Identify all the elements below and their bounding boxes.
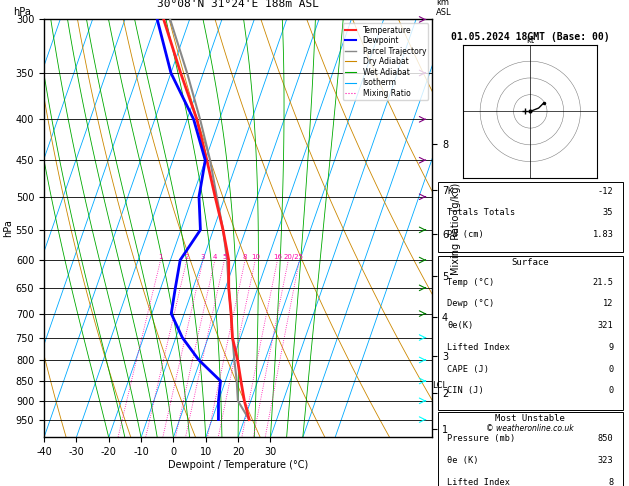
Text: 16: 16: [273, 254, 282, 260]
Text: 321: 321: [598, 321, 613, 330]
Text: 0: 0: [608, 386, 613, 396]
Text: Dewp (°C): Dewp (°C): [447, 299, 494, 309]
Text: hPa: hPa: [13, 7, 31, 17]
Text: Temp (°C): Temp (°C): [447, 278, 494, 287]
Text: 9: 9: [608, 343, 613, 352]
Y-axis label: hPa: hPa: [3, 220, 13, 237]
Text: 3: 3: [201, 254, 205, 260]
Text: 1: 1: [159, 254, 163, 260]
Text: Lifted Index: Lifted Index: [447, 343, 510, 352]
Text: CAPE (J): CAPE (J): [447, 364, 489, 374]
Y-axis label: Mixing Ratio (g/kg): Mixing Ratio (g/kg): [451, 182, 461, 275]
Text: -12: -12: [598, 187, 613, 196]
Text: LCL: LCL: [432, 381, 447, 390]
Text: 12: 12: [603, 299, 613, 309]
Text: Pressure (mb): Pressure (mb): [447, 434, 515, 443]
Text: θe(K): θe(K): [447, 321, 474, 330]
Text: 5: 5: [222, 254, 226, 260]
Text: 8: 8: [608, 478, 613, 486]
Text: PW (cm): PW (cm): [447, 230, 484, 239]
Text: 850: 850: [598, 434, 613, 443]
Text: 35: 35: [603, 208, 613, 217]
Text: K: K: [447, 187, 452, 196]
Text: 1.83: 1.83: [593, 230, 613, 239]
Text: Most Unstable: Most Unstable: [496, 415, 565, 423]
Text: Lifted Index: Lifted Index: [447, 478, 510, 486]
Text: 4: 4: [213, 254, 217, 260]
X-axis label: Dewpoint / Temperature (°C): Dewpoint / Temperature (°C): [168, 460, 308, 470]
Text: CIN (J): CIN (J): [447, 386, 484, 396]
Text: 10: 10: [251, 254, 260, 260]
Text: 0: 0: [608, 364, 613, 374]
Text: 8: 8: [243, 254, 247, 260]
Text: 2: 2: [184, 254, 189, 260]
Title: 30°08'N 31°24'E 188m ASL: 30°08'N 31°24'E 188m ASL: [157, 0, 319, 9]
Text: km
ASL: km ASL: [436, 0, 452, 17]
Text: θe (K): θe (K): [447, 456, 479, 465]
Text: © weatheronline.co.uk: © weatheronline.co.uk: [486, 424, 574, 433]
Text: 21.5: 21.5: [593, 278, 613, 287]
Text: 01.05.2024 18GMT (Base: 00): 01.05.2024 18GMT (Base: 00): [451, 32, 610, 42]
Text: 20/25: 20/25: [283, 254, 303, 260]
Text: 323: 323: [598, 456, 613, 465]
Text: Totals Totals: Totals Totals: [447, 208, 515, 217]
Text: Surface: Surface: [511, 258, 549, 267]
Legend: Temperature, Dewpoint, Parcel Trajectory, Dry Adiabat, Wet Adiabat, Isotherm, Mi: Temperature, Dewpoint, Parcel Trajectory…: [343, 23, 428, 100]
